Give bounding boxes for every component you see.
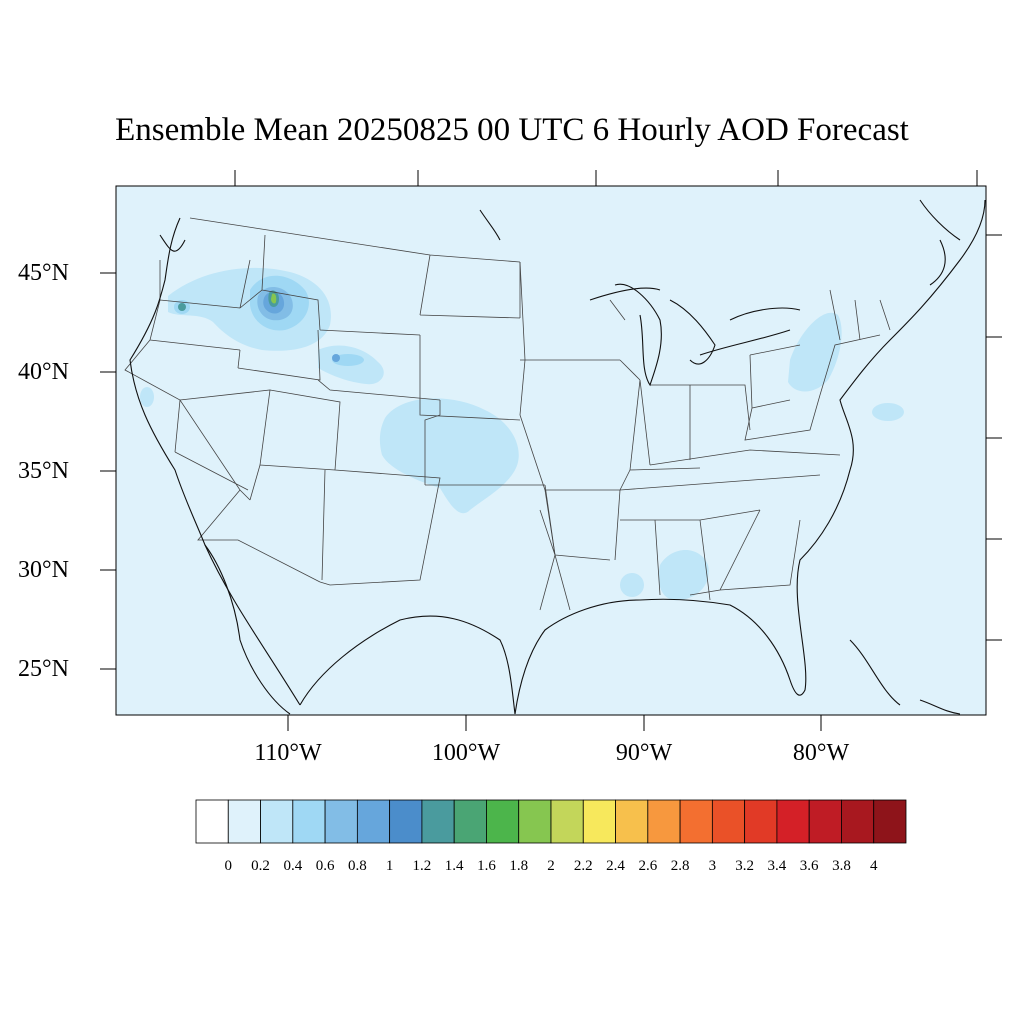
colorbar-swatch: [776, 799, 810, 844]
colorbar-swatch: [711, 799, 746, 844]
colorbar-tick-label: 0.8: [347, 858, 367, 874]
map-title: Ensemble Mean 20250825 00 UTC 6 Hourly A…: [115, 112, 909, 148]
colorbar-tick-label: 0.4: [283, 858, 303, 874]
lat-label-40: 40°N: [18, 359, 69, 385]
colorbar-swatch: [486, 799, 520, 844]
plume-northeast: [788, 312, 842, 392]
colorbar-swatch: [292, 799, 326, 844]
colorbar-swatch: [324, 799, 358, 844]
colorbar-swatch: [195, 799, 229, 844]
colorbar-tick-label: 1: [385, 858, 394, 874]
colorbar-tick-label: 1.2: [412, 858, 432, 874]
map-ticks: [100, 170, 1002, 731]
colorbar-tick-label: 3.6: [799, 858, 819, 874]
colorbar-swatch: [421, 799, 455, 844]
lat-label-25: 25°N: [18, 656, 69, 682]
colorbar-swatch: [647, 799, 681, 844]
colorbar-tick-label: 2.8: [670, 858, 690, 874]
lon-label-110: 110°W: [254, 740, 322, 766]
colorbar-tick-label: 0: [224, 858, 233, 874]
lat-label-35: 35°N: [18, 458, 69, 484]
colorbar: [195, 799, 907, 844]
colorbar-swatch: [615, 799, 649, 844]
lon-label-90: 90°W: [615, 740, 673, 766]
colorbar-tick-label: 4: [869, 858, 878, 874]
colorbar-tick-label: 3: [708, 858, 717, 874]
colorbar-swatch: [227, 799, 261, 844]
colorbar-tick-label: 2.4: [606, 858, 625, 874]
lat-label-30: 30°N: [18, 557, 69, 583]
state-boundaries: [124, 217, 891, 611]
colorbar-swatch: [518, 799, 552, 844]
lat-label-45: 45°N: [18, 260, 69, 286]
colorbar-tick-label: 3.4: [767, 858, 787, 874]
lon-label-100: 100°W: [431, 740, 501, 766]
colorbar-tick-label: 3.8: [832, 858, 851, 874]
colorbar-swatch: [841, 799, 875, 844]
colorbar-swatch: [550, 799, 584, 844]
colorbar-tick-label: 1.6: [477, 858, 496, 874]
colorbar-swatch: [389, 799, 423, 844]
aod-shading: [140, 267, 904, 601]
colorbar-swatch: [873, 799, 907, 844]
map-background: [116, 186, 986, 715]
colorbar-swatch: [453, 799, 487, 844]
colorbar-swatch: [679, 799, 713, 844]
plume-gulf-coast: [658, 550, 709, 601]
colorbar-swatch: [356, 799, 391, 844]
coastline: [129, 199, 986, 715]
colorbar-tick-label: 1.8: [509, 858, 529, 874]
colorbar-swatch: [744, 799, 778, 844]
colorbar-swatch: [582, 799, 616, 844]
colorbar-tick-label: 1.4: [444, 858, 464, 874]
colorbar-tick-label: 0.6: [315, 858, 335, 874]
colorbar-swatch: [808, 799, 842, 844]
colorbar-tick-label: 2.2: [573, 858, 593, 874]
map-frame: [115, 185, 987, 716]
colorbar-swatch: [260, 799, 294, 844]
colorbar-tick-label: 2: [547, 858, 555, 874]
colorbar-tick-label: 2.6: [638, 858, 658, 874]
plume-central-plains: [379, 398, 519, 514]
colorbar-tick-label: 3.2: [735, 858, 754, 874]
colorbar-tick-label: 0.2: [251, 858, 270, 874]
lon-label-80: 80°W: [792, 740, 850, 766]
